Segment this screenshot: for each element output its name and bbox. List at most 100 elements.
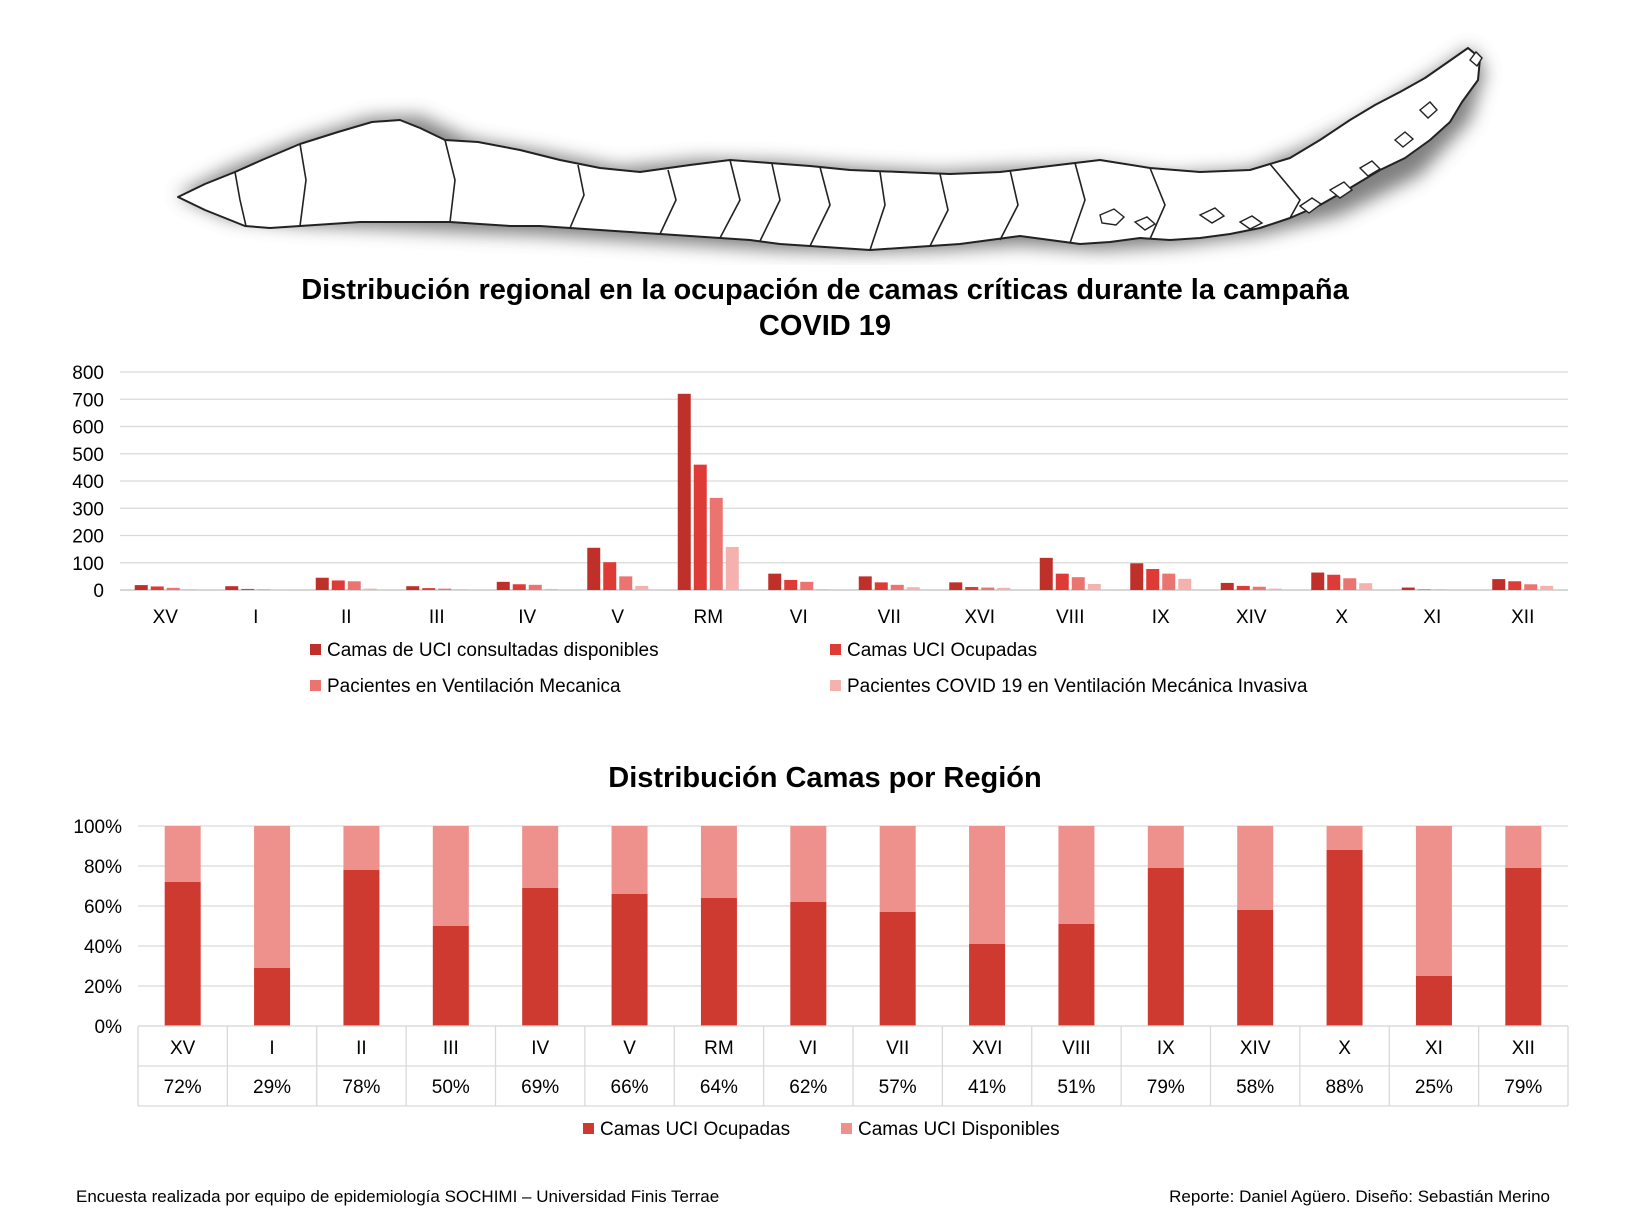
chart2-x-tick-label: XV xyxy=(170,1038,196,1059)
chart1-bar xyxy=(1055,573,1069,590)
chart1-bar xyxy=(1146,569,1160,590)
chart1-bar xyxy=(1087,584,1101,590)
chart2-bar-segment xyxy=(1326,826,1363,850)
chart2-bars xyxy=(164,826,1542,1026)
chart2-table-value: 51% xyxy=(1057,1077,1095,1098)
chart2-table-value: 29% xyxy=(253,1077,291,1098)
chart1-bar xyxy=(1311,572,1325,590)
chart1-bar xyxy=(603,562,617,590)
chart1-legend-swatch xyxy=(310,680,321,691)
chart2-bar-segment xyxy=(164,826,201,882)
chart1-y-axis: 0 100 200 300 400 500 600 700 800 xyxy=(72,363,104,602)
chart1-bar xyxy=(1327,574,1341,590)
chart1-y-tick-label: 500 xyxy=(72,445,104,466)
chart1-bar xyxy=(709,497,723,590)
chart1-bar xyxy=(166,587,180,590)
chart1-bar xyxy=(150,586,164,590)
chart2-table-value: 72% xyxy=(164,1077,202,1098)
chart1-legend-swatch xyxy=(830,680,841,691)
chart1-y-tick-label: 300 xyxy=(72,499,104,520)
chart2-table-value: 25% xyxy=(1415,1077,1453,1098)
chart2-bar-segment xyxy=(522,888,559,1026)
chart1-bar xyxy=(784,579,798,590)
chart1-y-tick-label: 0 xyxy=(93,581,104,602)
chart2-legend-label: Camas UCI Disponibles xyxy=(858,1119,1060,1140)
chart1-bar xyxy=(454,589,468,590)
chart2-bar-segment xyxy=(1147,868,1184,1026)
chart1-x-tick-label: VIII xyxy=(1056,607,1085,628)
chart1-bar xyxy=(1492,579,1506,590)
chart1-bar xyxy=(1268,588,1282,590)
footer-report-credit: Reporte: Daniel Agüero. Diseño: Sebastiá… xyxy=(1169,1187,1550,1206)
chart2-x-tick-label: I xyxy=(269,1038,274,1059)
chart2-legend-swatch xyxy=(841,1123,852,1134)
chart2-bar-segment xyxy=(1326,850,1363,1026)
chart1-bar xyxy=(693,464,707,590)
chart2-y-axis: 0% 20% 40% 60% 80% 100% xyxy=(73,817,122,1038)
chart1-bar xyxy=(981,587,995,590)
chart1-bar xyxy=(1220,582,1234,590)
chart1-bar xyxy=(496,581,510,590)
chart2-y-tick-label: 0% xyxy=(95,1017,123,1038)
chart1-bar xyxy=(635,585,649,590)
chart1-bar xyxy=(997,587,1011,590)
chart2-x-tick-label: V xyxy=(623,1038,636,1059)
chart2-legend-swatch xyxy=(583,1123,594,1134)
chart2-bar-segment xyxy=(1237,910,1274,1026)
chart2-x-tick-label: III xyxy=(443,1038,459,1059)
chart1-bar xyxy=(858,576,872,590)
chart1-y-tick-label: 700 xyxy=(72,390,104,411)
chart2-y-tick-label: 100% xyxy=(73,817,122,838)
chart2-bar-segment xyxy=(1147,826,1184,868)
chart1-bar xyxy=(890,584,904,590)
chart2-y-tick-label: 80% xyxy=(84,857,122,878)
chart2-bar-segment xyxy=(254,826,291,968)
chart1-bar xyxy=(422,588,436,590)
chile-outline xyxy=(177,47,1481,251)
chart2-table-value: 78% xyxy=(342,1077,380,1098)
chart2-bar-segment xyxy=(1237,826,1274,910)
chart1-bar xyxy=(1162,573,1176,590)
chart1-bar xyxy=(906,587,920,590)
chart1-bar xyxy=(406,586,420,590)
chart1-bar xyxy=(1130,563,1144,590)
chart1-x-tick-label: XI xyxy=(1423,607,1441,628)
chart1-bar xyxy=(347,581,361,590)
chart1-x-tick-label: XV xyxy=(153,607,179,628)
chart1-bar xyxy=(241,588,255,590)
chart1-bar xyxy=(331,580,345,590)
chart1-bar xyxy=(182,589,196,590)
chart2-bar-segment xyxy=(1505,826,1542,868)
chart2-bar-segment xyxy=(164,882,201,1026)
chart1-bar xyxy=(1039,557,1053,590)
chart1-bar xyxy=(816,589,830,590)
chart2-bar-segment xyxy=(969,944,1006,1026)
chart2-bar-segment xyxy=(432,826,469,926)
chart1-x-tick-label: XIV xyxy=(1236,607,1267,628)
chart1-bar xyxy=(512,584,526,590)
chart2-y-tick-label: 40% xyxy=(84,937,122,958)
chart2-bar-segment xyxy=(879,912,916,1026)
chart1-y-tick-label: 600 xyxy=(72,418,104,439)
chart1-bar xyxy=(528,584,542,590)
chart2-bar-segment xyxy=(1058,826,1095,924)
chart2-x-tick-label: RM xyxy=(704,1038,734,1059)
chart1-bar xyxy=(544,588,558,590)
chart2-data-table: XV 72% I 29% II 78% III 50% IV 69% V 66% RM 64% VI 62% V… xyxy=(137,1025,1569,1107)
chart2-x-tick-label: VIII xyxy=(1062,1038,1091,1059)
chart2-x-tick-label: XI xyxy=(1425,1038,1443,1059)
chart1-title-line1: Distribución regional en la ocupación de… xyxy=(301,274,1349,306)
chart2-bar-segment xyxy=(254,968,291,1026)
chart1-bar xyxy=(587,547,601,590)
chart1-x-tick-label: IV xyxy=(518,607,536,628)
chart1-legend: Camas de UCI consultadas disponibles Cama… xyxy=(310,640,1308,697)
chart1-bar xyxy=(438,588,452,590)
chart1-x-tick-label: XVI xyxy=(964,607,995,628)
chart2-y-tick-label: 60% xyxy=(84,897,122,918)
chart2-x-tick-label: VI xyxy=(799,1038,817,1059)
region-borders xyxy=(234,139,1301,251)
chart2-legend: Camas UCI Ocupadas Camas UCI Disponibles xyxy=(583,1119,1060,1140)
chart1-legend-label: Pacientes COVID 19 en Ventilación Mecáni… xyxy=(847,676,1308,697)
footer-survey-credit: Encuesta realizada por equipo de epidemi… xyxy=(76,1187,720,1206)
